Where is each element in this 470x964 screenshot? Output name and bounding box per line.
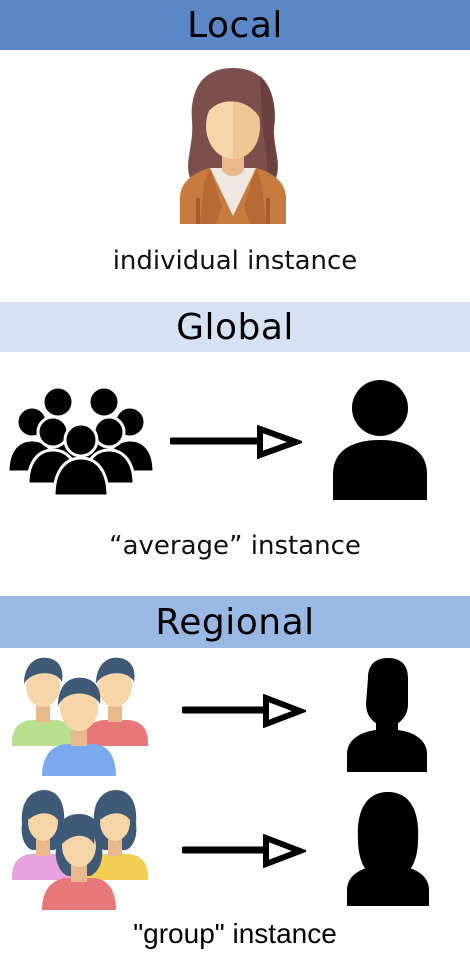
- person-silhouette-icon: [333, 380, 427, 500]
- men-group-icon: [12, 657, 148, 776]
- arrow-right-icon: [182, 834, 306, 868]
- woman-silhouette-icon: [347, 792, 429, 906]
- section-header-global: Global: [0, 302, 470, 352]
- man-silhouette-icon: [347, 658, 427, 772]
- woman-avatar-icon: [180, 68, 286, 224]
- section-header-local: Local: [0, 0, 470, 50]
- caption-regional: "group" instance: [133, 918, 337, 949]
- caption-global: “average” instance: [109, 531, 361, 561]
- arrow-right-icon: [170, 424, 302, 460]
- arrow-right-icon: [182, 694, 306, 728]
- women-group-icon: [12, 790, 148, 910]
- section-title-regional: Regional: [155, 601, 315, 643]
- section-title-local: Local: [187, 4, 283, 46]
- section-header-regional: Regional: [0, 596, 470, 648]
- section-title-global: Global: [176, 306, 294, 348]
- crowd-silhouette-icon: [6, 385, 156, 496]
- caption-local: individual instance: [112, 246, 358, 276]
